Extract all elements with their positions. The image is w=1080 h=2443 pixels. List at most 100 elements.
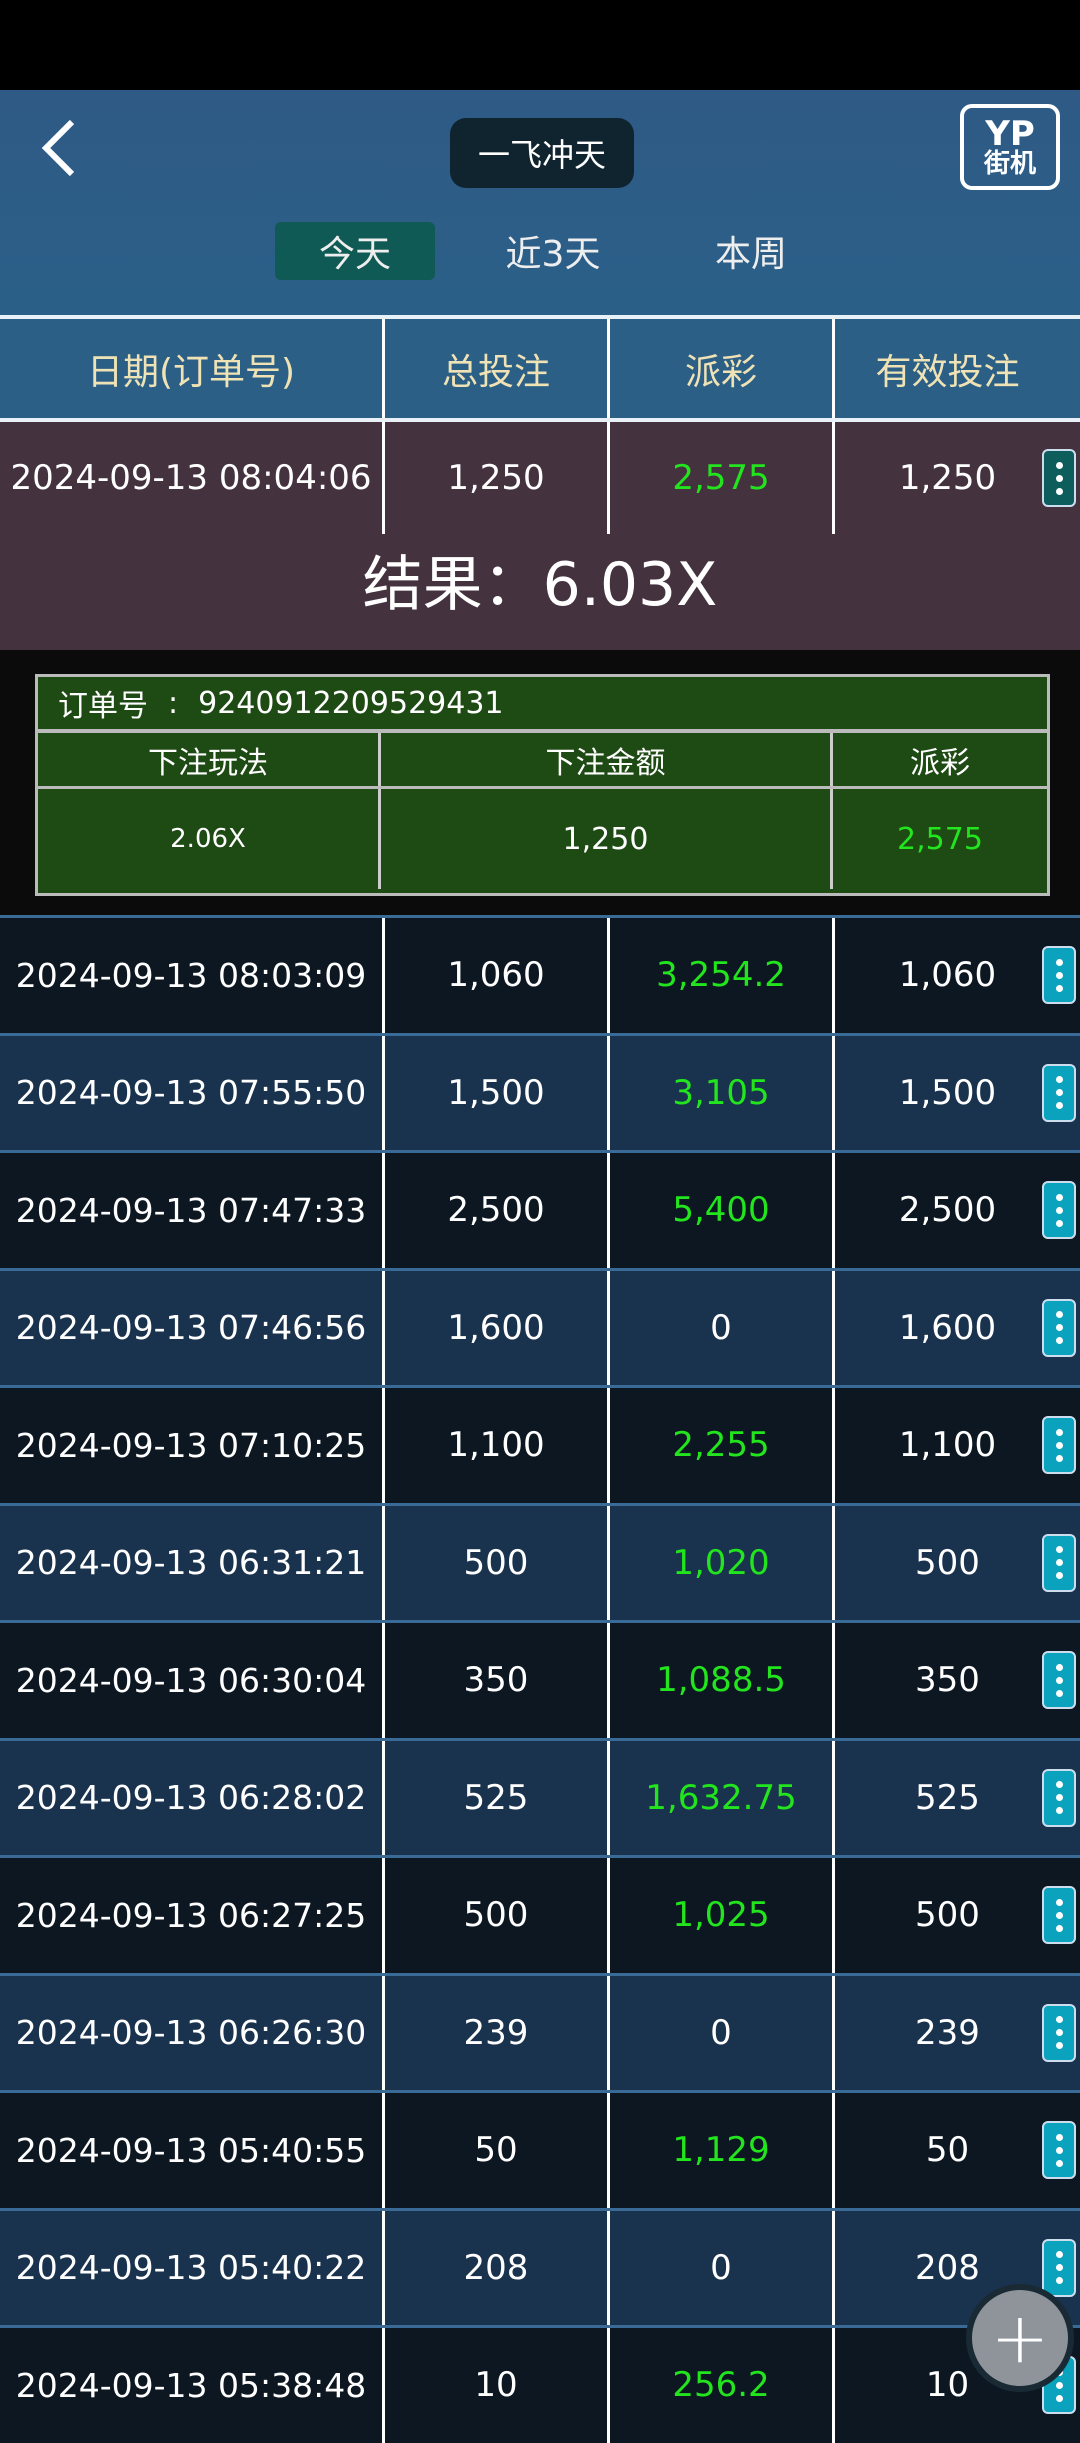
yp-arcade-logo[interactable]: YP 街机 [960, 104, 1060, 190]
row-valid: 2,500 [898, 1190, 997, 1231]
row-valid: 10 [925, 2365, 970, 2406]
dot-icon [1055, 1311, 1063, 1318]
more-options-button[interactable] [1042, 1886, 1076, 1944]
detail-col-payout: 派彩 [910, 745, 970, 781]
row-date: 2024-09-13 06:27:25 [0, 1858, 385, 1973]
row-payout: 1,088.5 [610, 1623, 835, 1738]
row-payout: 0 [610, 1270, 835, 1385]
table-row[interactable]: 2024-09-13 08:03:09 1,060 3,254.2 1,060 [0, 915, 1080, 1033]
table-row[interactable]: 2024-09-13 07:47:33 2,500 5,400 2,500 [0, 1150, 1080, 1268]
more-options-button[interactable] [1042, 1768, 1076, 1827]
row-date: 2024-09-13 05:38:48 [0, 2328, 385, 2443]
table-row[interactable]: 2024-09-13 06:28:02 525 1,632.75 525 [0, 1737, 1080, 1855]
row-payout: 0 [610, 1975, 835, 2090]
table-row[interactable]: 2024-09-13 07:46:56 1,600 0 1,600 [0, 1267, 1080, 1385]
more-options-button[interactable] [1042, 449, 1076, 507]
row-valid: 1,060 [898, 955, 997, 996]
more-options-button[interactable] [1042, 1181, 1076, 1239]
more-options-button[interactable] [1042, 946, 1076, 1004]
table-row[interactable]: 2024-09-13 05:40:22 208 0 208 [0, 2207, 1080, 2325]
table-row[interactable]: 2024-09-13 07:10:25 1,100 2,255 1,100 [0, 1385, 1080, 1503]
order-number: 9240912209529431 [198, 685, 504, 721]
more-options-button[interactable] [1042, 2121, 1076, 2179]
row-bet: 50 [385, 2093, 610, 2208]
more-options-button[interactable] [1042, 1416, 1076, 1474]
col-valid-bet: 有效投注 [875, 351, 1020, 393]
date-range-tabs: 今天 近3天 本周 [275, 222, 869, 280]
more-options-button[interactable] [1042, 2003, 1076, 2062]
chevron-left-icon [41, 119, 75, 177]
more-options-button[interactable] [1042, 1651, 1076, 1709]
row-payout: 1,632.75 [610, 1740, 835, 1855]
row-valid: 239 [915, 2012, 980, 2053]
row-date: 2024-09-13 06:30:04 [0, 1623, 385, 1738]
dot-icon [1055, 2016, 1063, 2023]
row-valid: 50 [925, 2130, 970, 2171]
row-date: 2024-09-13 07:55:50 [0, 1035, 385, 1150]
more-options-button[interactable] [1042, 1533, 1076, 1592]
row-date: 2024-09-13 06:31:21 [0, 1505, 385, 1620]
back-button[interactable] [40, 118, 80, 178]
order-detail: 订单号 : 9240912209529431 下注玩法 下注金额 派彩 2.06… [0, 650, 1080, 915]
row-payout: 2,575 [610, 422, 835, 534]
table-row[interactable]: 2024-09-13 07:55:50 1,500 3,105 1,500 [0, 1032, 1080, 1150]
tab-today[interactable]: 今天 [275, 222, 435, 280]
row-date: 2024-09-13 06:28:02 [0, 1740, 385, 1855]
table-row[interactable]: 2024-09-13 06:26:30 239 0 239 [0, 1972, 1080, 2090]
row-date: 2024-09-13 07:47:33 [0, 1153, 385, 1268]
table-header: 日期(订单号) 总投注 派彩 有效投注 [0, 315, 1080, 422]
row-valid: 1,100 [898, 1425, 997, 1466]
round-result: 结果：6.03X [362, 550, 718, 620]
logo-text-bottom: 街机 [983, 149, 1036, 179]
more-options-button[interactable] [1042, 1063, 1076, 1122]
table-row[interactable]: 2024-09-13 05:40:55 50 1,129 50 [0, 2090, 1080, 2208]
table-row[interactable]: 2024-09-13 05:38:48 10 256.2 10 [0, 2325, 1080, 2443]
row-bet: 1,250 [385, 422, 610, 534]
table-row[interactable]: 2024-09-13 06:31:21 500 1,020 500 [0, 1502, 1080, 1620]
row-valid: 1,500 [898, 1072, 997, 1113]
col-date: 日期(订单号) [0, 319, 385, 418]
dot-icon [1055, 2251, 1063, 2258]
dot-icon [1055, 958, 1063, 966]
detail-payout: 2,575 [897, 821, 983, 857]
dot-icon [1055, 1076, 1063, 1083]
dot-icon [1055, 1663, 1063, 1671]
row-date: 2024-09-13 08:03:09 [0, 918, 385, 1033]
detail-amount: 1,250 [381, 789, 833, 889]
tab-this-week[interactable]: 本周 [714, 234, 787, 275]
more-options-button[interactable] [1042, 1298, 1076, 1357]
col-payout: 派彩 [610, 319, 835, 418]
row-valid: 208 [915, 2247, 980, 2288]
table-row[interactable]: 2024-09-13 06:30:04 350 1,088.5 350 [0, 1620, 1080, 1738]
dot-icon [1055, 1428, 1063, 1436]
row-bet: 239 [385, 1975, 610, 2090]
detail-play: 2.06X [38, 789, 381, 889]
row-valid: 500 [915, 1542, 980, 1583]
more-options-button[interactable] [1042, 2238, 1076, 2297]
row-bet: 208 [385, 2210, 610, 2325]
order-detail-table: 订单号 : 9240912209529431 下注玩法 下注金额 派彩 2.06… [35, 674, 1050, 896]
row-bet: 500 [385, 1858, 610, 1973]
row-date: 2024-09-13 07:46:56 [0, 1270, 385, 1385]
row-valid: 525 [915, 1777, 980, 1818]
detail-col-amount: 下注金额 [381, 733, 833, 786]
logo-text-top: YP [985, 114, 1035, 154]
dot-icon [1055, 1781, 1063, 1788]
detail-col-play: 下注玩法 [38, 733, 381, 786]
row-valid: 1,250 [898, 458, 997, 498]
expanded-row[interactable]: 2024-09-13 08:04:06 1,250 2,575 1,250 结果… [0, 422, 1080, 650]
dot-icon [1055, 1898, 1063, 1906]
row-bet: 1,100 [385, 1388, 610, 1503]
dot-icon [1055, 2133, 1063, 2141]
dot-icon [1055, 1193, 1063, 1201]
row-date: 2024-09-13 08:04:06 [0, 422, 385, 534]
bet-records-list: 2024-09-13 08:03:09 1,060 3,254.2 1,060 … [0, 915, 1080, 2443]
row-date: 2024-09-13 07:10:25 [0, 1388, 385, 1503]
status-bar [0, 0, 1080, 90]
table-row[interactable]: 2024-09-13 06:27:25 500 1,025 500 [0, 1855, 1080, 1973]
add-button[interactable]: + [966, 2284, 1074, 2392]
row-payout: 1,020 [610, 1505, 835, 1620]
row-date: 2024-09-13 06:26:30 [0, 1975, 385, 2090]
tab-last-3-days[interactable]: 近3天 [505, 234, 601, 275]
row-valid: 350 [915, 1660, 980, 1701]
